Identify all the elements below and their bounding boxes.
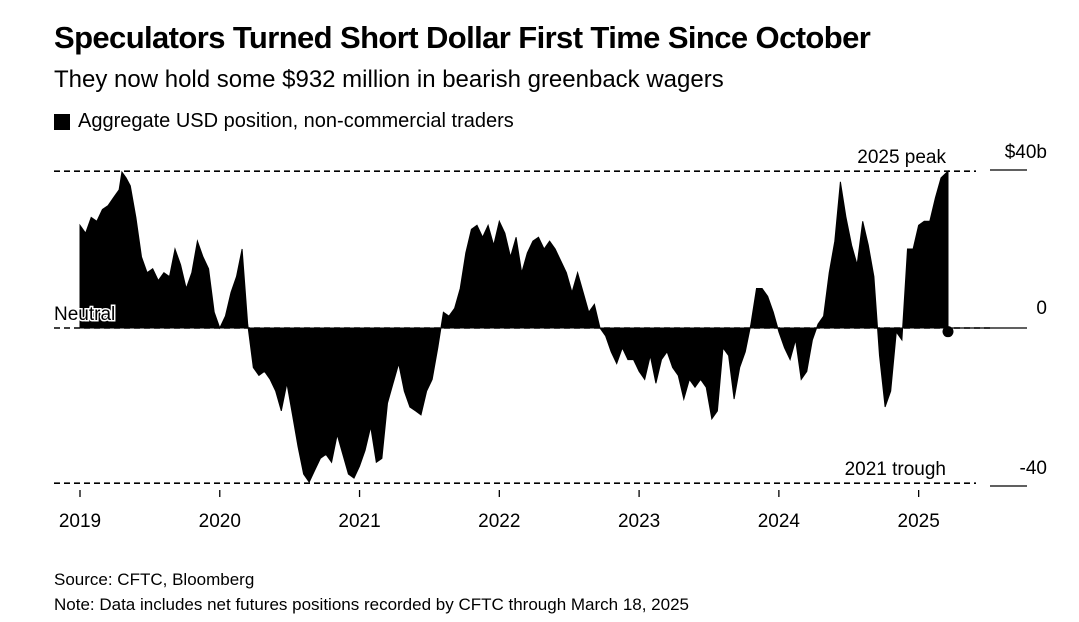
legend: Aggregate USD position, non-commercial t… <box>54 110 514 133</box>
legend-swatch-icon <box>54 113 70 130</box>
y-tick-label: -40 <box>1020 458 1047 479</box>
chart-subtitle: They now hold some $932 million in beari… <box>54 66 724 93</box>
x-tick-label: 2023 <box>618 511 660 532</box>
legend-label: Aggregate USD position, non-commercial t… <box>78 110 514 132</box>
x-tick-label: 2025 <box>898 511 940 532</box>
chart-title: Speculators Turned Short Dollar First Ti… <box>54 20 871 55</box>
x-tick-label: 2020 <box>199 511 241 532</box>
source-note: Source: CFTC, Bloomberg <box>54 570 255 589</box>
reference-line-label: 2021 trough <box>845 459 946 480</box>
x-tick-label: 2021 <box>338 511 380 532</box>
last-point-marker <box>942 326 954 338</box>
y-tick-label: 0 <box>1036 298 1047 319</box>
reference-line-label: 2025 peak <box>857 147 946 168</box>
x-tick-label: 2022 <box>478 511 520 532</box>
series-area <box>79 170 949 484</box>
reference-line-label: Neutral <box>54 304 115 325</box>
x-tick-label: 2019 <box>59 511 101 532</box>
x-tick-label: 2024 <box>758 511 801 532</box>
y-tick-label: $40b <box>1005 142 1047 163</box>
data-note: Note: Data includes net futures position… <box>54 595 690 614</box>
